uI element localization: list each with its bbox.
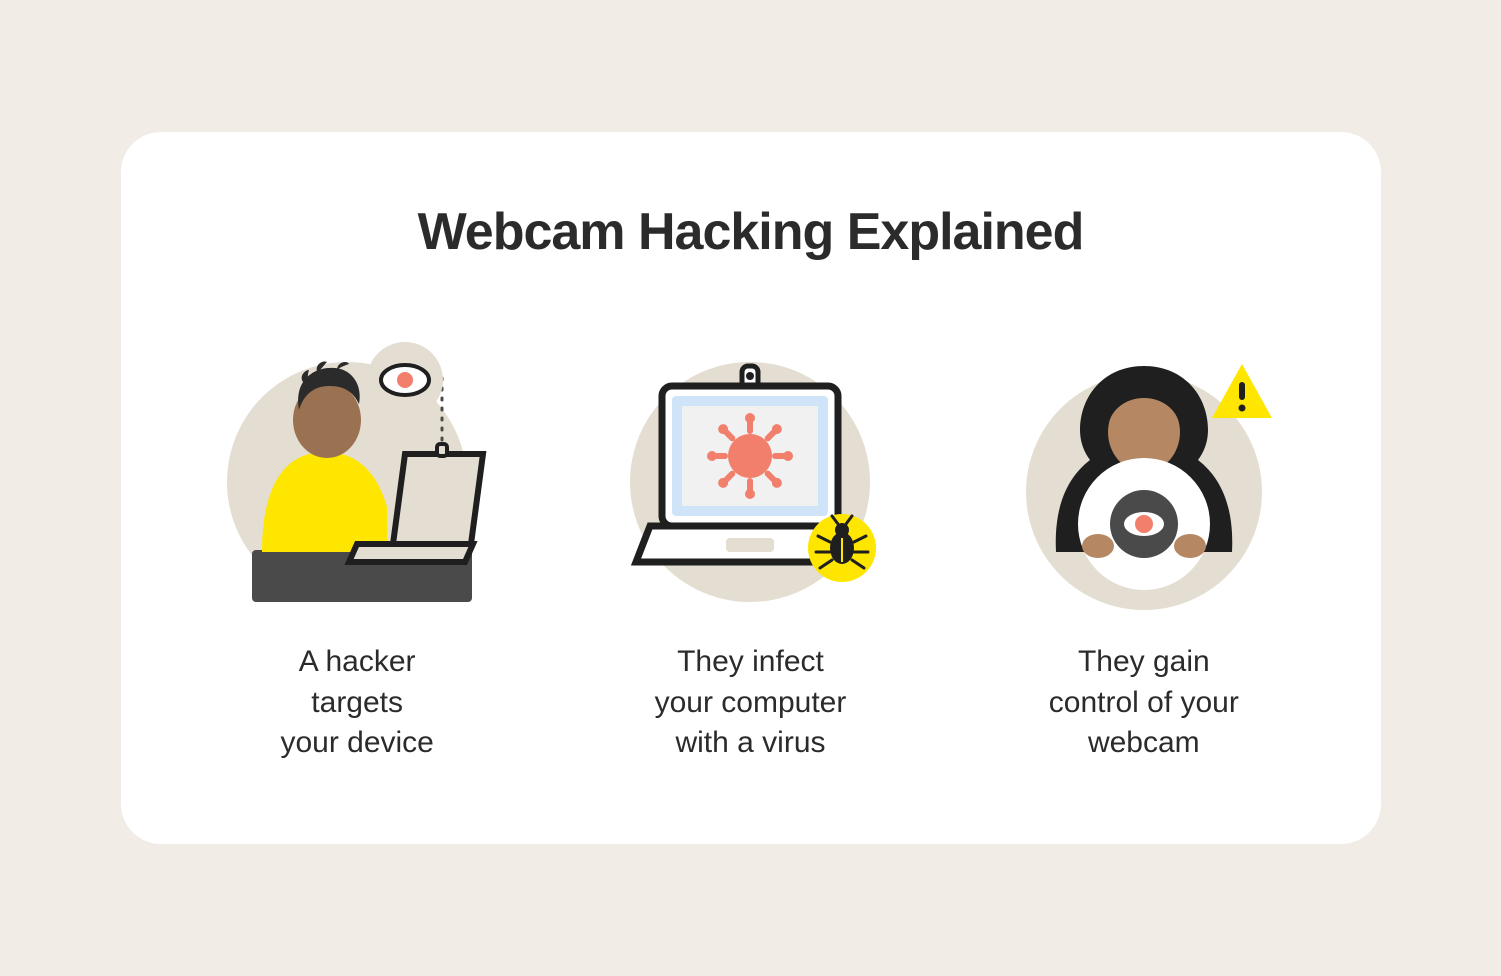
caption-line: your device xyxy=(280,726,433,759)
step-caption: They gain control of your webcam xyxy=(1049,642,1239,764)
step-infect-virus: They infect your computer with a virus xyxy=(574,312,927,764)
hacker-laptop-icon xyxy=(207,312,507,612)
steps-row: A hacker targets your device xyxy=(181,312,1321,764)
caption-line: control of your xyxy=(1049,686,1239,719)
caption-line: They gain xyxy=(1078,645,1210,678)
step-hacker-targets: A hacker targets your device xyxy=(181,312,534,764)
laptop-virus-icon xyxy=(600,312,900,612)
caption-line: with a virus xyxy=(675,726,825,759)
caption-line: webcam xyxy=(1088,726,1200,759)
caption-line: They infect xyxy=(677,645,824,678)
hooded-eye-icon xyxy=(994,312,1294,612)
caption-line: your computer xyxy=(655,686,847,719)
step-caption: A hacker targets your device xyxy=(280,642,433,764)
caption-line: A hacker xyxy=(299,645,416,678)
step-caption: They infect your computer with a virus xyxy=(655,642,847,764)
page-title: Webcam Hacking Explained xyxy=(181,202,1321,262)
caption-line: targets xyxy=(311,686,403,719)
infographic-card: Webcam Hacking Explained xyxy=(121,132,1381,844)
step-gain-control: They gain control of your webcam xyxy=(967,312,1320,764)
